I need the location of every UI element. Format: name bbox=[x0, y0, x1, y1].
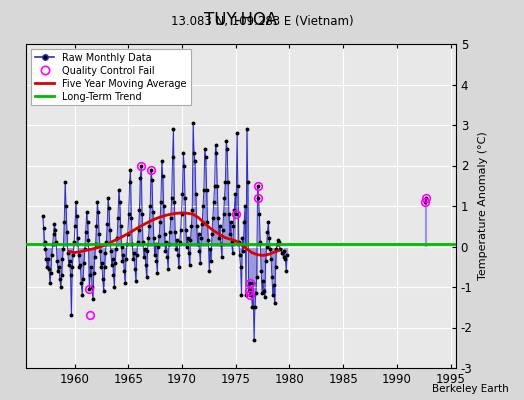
Y-axis label: Temperature Anomaly (°C): Temperature Anomaly (°C) bbox=[478, 132, 488, 280]
Text: Berkeley Earth: Berkeley Earth bbox=[432, 384, 508, 394]
Legend: Raw Monthly Data, Quality Control Fail, Five Year Moving Average, Long-Term Tren: Raw Monthly Data, Quality Control Fail, … bbox=[31, 49, 191, 105]
Title: TUY-HOA: TUY-HOA bbox=[204, 10, 278, 28]
Text: 13.083 N, 109.283 E (Vietnam): 13.083 N, 109.283 E (Vietnam) bbox=[171, 15, 353, 28]
